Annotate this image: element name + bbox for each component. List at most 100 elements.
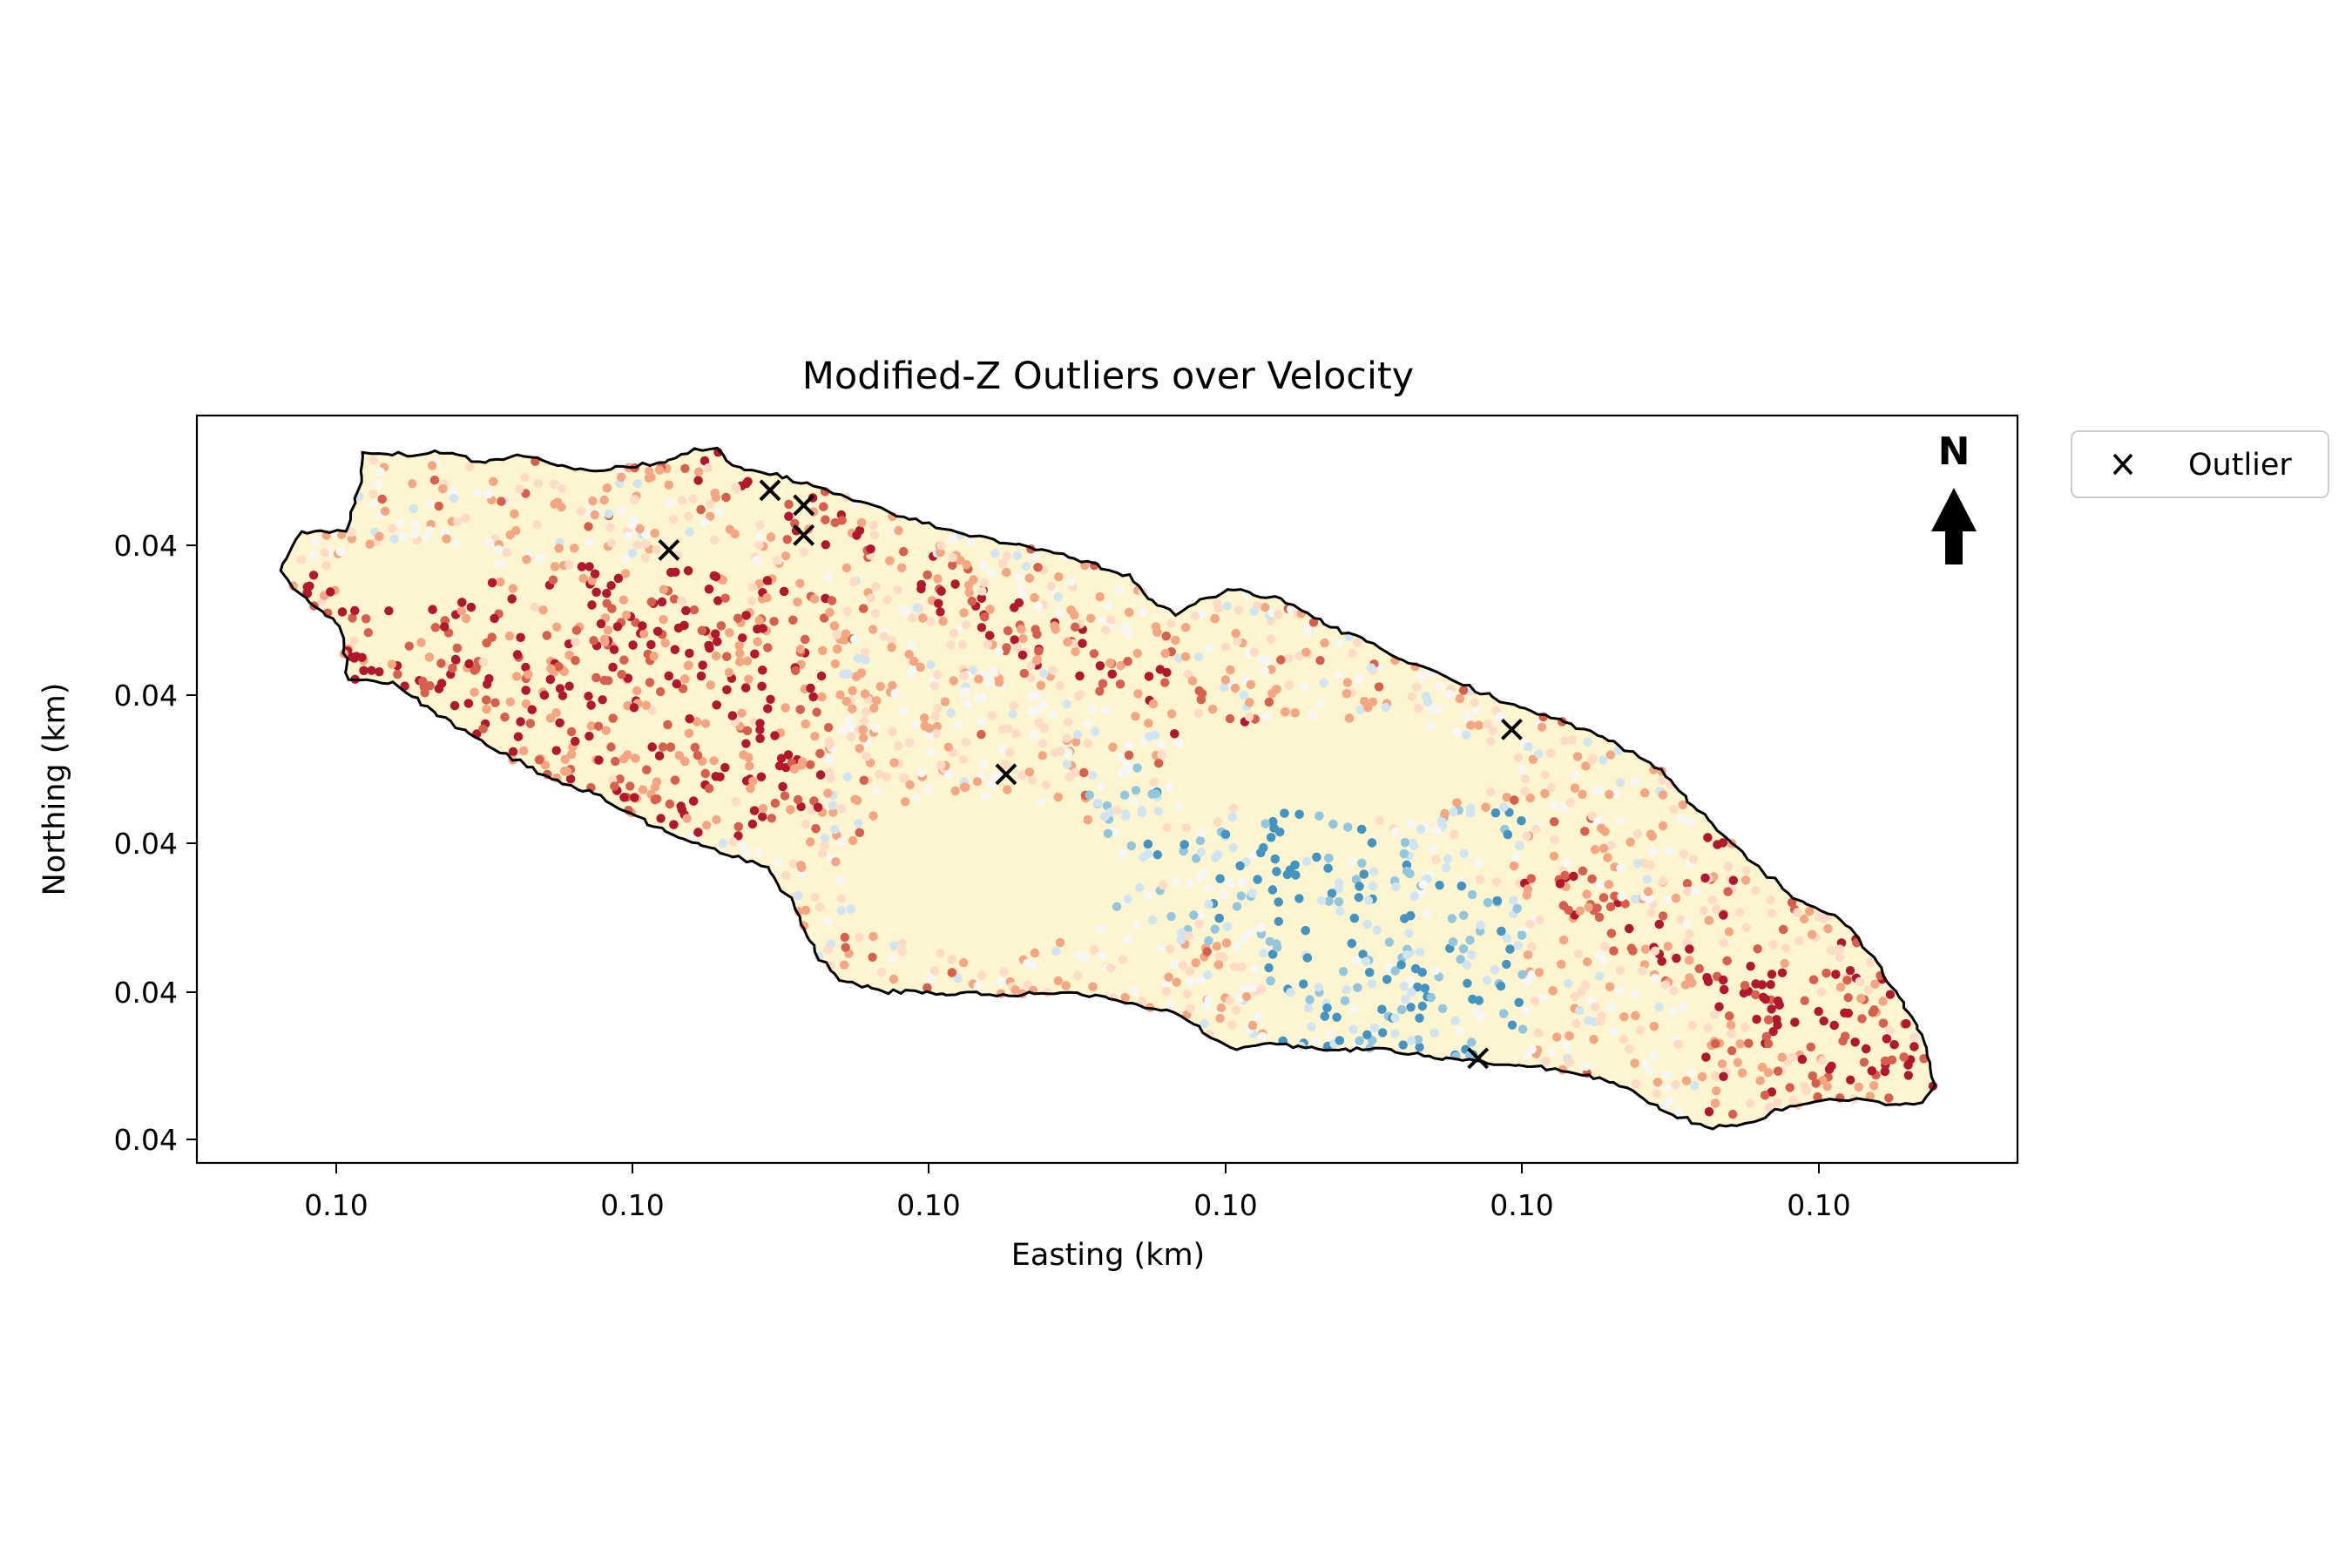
velocity-point — [631, 618, 640, 627]
velocity-point — [409, 530, 420, 539]
velocity-point — [1767, 1004, 1776, 1014]
velocity-point — [1699, 906, 1709, 916]
velocity-point — [823, 722, 834, 733]
velocity-point — [1483, 720, 1493, 729]
velocity-point — [829, 621, 840, 631]
velocity-point — [551, 708, 561, 718]
velocity-point — [1686, 816, 1695, 826]
velocity-point — [1650, 946, 1660, 956]
velocity-point — [1314, 983, 1324, 992]
velocity-point — [550, 562, 560, 571]
velocity-point — [1545, 748, 1556, 758]
velocity-point — [1442, 862, 1451, 873]
velocity-point — [1734, 907, 1745, 917]
velocity-point — [1070, 610, 1079, 620]
velocity-point — [1160, 678, 1170, 687]
velocity-point — [841, 629, 851, 639]
velocity-point — [513, 732, 524, 741]
velocity-point — [824, 737, 834, 747]
velocity-point — [640, 553, 650, 563]
velocity-point — [1683, 886, 1693, 896]
velocity-point — [763, 704, 773, 713]
velocity-point — [1003, 625, 1013, 636]
velocity-point — [1647, 831, 1658, 841]
velocity-point — [559, 767, 570, 776]
velocity-point — [1658, 821, 1668, 831]
velocity-point — [1185, 878, 1195, 888]
velocity-point — [683, 566, 693, 576]
velocity-point — [1340, 996, 1350, 1006]
velocity-point — [585, 562, 594, 571]
velocity-point — [1233, 942, 1242, 951]
velocity-point — [1814, 1006, 1823, 1017]
velocity-point — [1640, 788, 1650, 798]
velocity-point — [1540, 770, 1550, 780]
velocity-point — [1768, 940, 1778, 950]
velocity-point — [1722, 956, 1732, 966]
velocity-point — [1646, 860, 1655, 870]
velocity-point — [1283, 654, 1294, 664]
velocity-point — [1766, 980, 1775, 990]
velocity-point — [669, 594, 679, 604]
velocity-point — [666, 567, 676, 578]
velocity-point — [1323, 863, 1333, 873]
velocity-point — [1369, 867, 1379, 876]
velocity-point — [781, 870, 791, 881]
velocity-point — [549, 479, 559, 489]
velocity-point — [645, 678, 655, 687]
velocity-point — [1062, 733, 1071, 743]
velocity-point — [1694, 963, 1705, 974]
velocity-point — [795, 578, 805, 588]
velocity-point — [1308, 618, 1319, 627]
velocity-point — [1355, 705, 1365, 715]
velocity-point — [1418, 880, 1429, 889]
velocity-point — [997, 977, 1006, 987]
velocity-point — [894, 741, 903, 751]
velocity-point — [1300, 681, 1309, 691]
velocity-point — [1415, 947, 1425, 956]
velocity-point — [1162, 822, 1172, 833]
velocity-point — [531, 456, 540, 466]
velocity-point — [820, 841, 829, 850]
velocity-point — [1046, 581, 1056, 591]
velocity-point — [1614, 816, 1625, 826]
velocity-point — [1560, 736, 1570, 746]
velocity-point — [560, 754, 570, 764]
velocity-point — [1132, 763, 1142, 773]
velocity-point — [1423, 909, 1432, 919]
velocity-point — [714, 507, 725, 517]
velocity-point — [1593, 816, 1603, 827]
velocity-point — [1495, 712, 1505, 721]
velocity-point — [1512, 903, 1522, 914]
velocity-point — [788, 615, 798, 625]
velocity-point — [977, 729, 986, 740]
velocity-point — [1458, 686, 1469, 695]
velocity-point — [1527, 970, 1538, 979]
velocity-point — [1272, 943, 1282, 952]
velocity-point — [1160, 649, 1171, 659]
velocity-point — [923, 570, 932, 580]
x-tick-label: 0.10 — [1787, 1188, 1850, 1222]
velocity-point — [640, 539, 651, 549]
velocity-point — [663, 720, 672, 730]
velocity-point — [1582, 889, 1592, 899]
velocity-point — [1499, 1009, 1509, 1018]
velocity-point — [1274, 916, 1284, 927]
velocity-point — [842, 606, 853, 616]
velocity-point — [816, 671, 827, 681]
velocity-point — [1161, 986, 1172, 997]
velocity-point — [650, 794, 660, 805]
velocity-point — [1245, 698, 1254, 707]
velocity-point — [1367, 838, 1377, 848]
velocity-point — [349, 636, 359, 645]
velocity-point — [1031, 656, 1042, 666]
velocity-point — [1023, 980, 1032, 990]
velocity-point — [527, 705, 537, 714]
outlier-markers — [658, 479, 1523, 1070]
velocity-point — [552, 622, 562, 632]
velocity-point — [1712, 904, 1721, 915]
velocity-point — [831, 857, 841, 867]
velocity-point — [570, 544, 579, 553]
velocity-point — [1574, 949, 1584, 959]
velocity-point — [1174, 653, 1184, 663]
